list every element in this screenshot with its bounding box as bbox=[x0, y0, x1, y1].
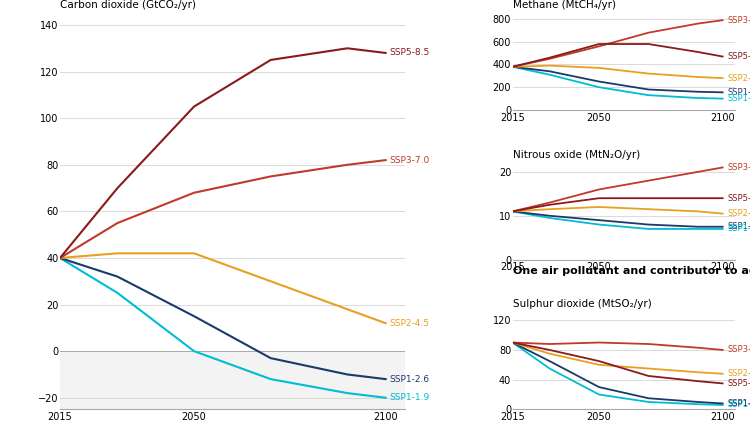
Text: Carbon dioxide (GtCO₂/yr): Carbon dioxide (GtCO₂/yr) bbox=[60, 0, 196, 10]
Text: Nitrous oxide (MtN₂O/yr): Nitrous oxide (MtN₂O/yr) bbox=[512, 150, 640, 159]
Text: SSP5-8.5: SSP5-8.5 bbox=[728, 52, 750, 61]
Text: SSP3-7.0: SSP3-7.0 bbox=[389, 156, 430, 165]
Text: SSP5-8.5: SSP5-8.5 bbox=[728, 379, 750, 388]
Text: SSP1-1.9: SSP1-1.9 bbox=[728, 224, 750, 234]
Text: SSP2-4.5: SSP2-4.5 bbox=[728, 369, 750, 378]
Text: SSP3-7.0: SSP3-7.0 bbox=[728, 345, 750, 355]
Text: SSP2-4.5: SSP2-4.5 bbox=[728, 73, 750, 83]
Text: SSP1-2.6: SSP1-2.6 bbox=[389, 375, 430, 384]
Bar bbox=[60, 351, 405, 409]
Text: Sulphur dioxide (MtSO₂/yr): Sulphur dioxide (MtSO₂/yr) bbox=[512, 299, 651, 309]
Text: Methane (MtCH₄/yr): Methane (MtCH₄/yr) bbox=[512, 0, 616, 10]
Text: SSP1-2.6: SSP1-2.6 bbox=[728, 399, 750, 408]
Text: SSP2-4.5: SSP2-4.5 bbox=[728, 209, 750, 218]
Text: SSP1-1.9: SSP1-1.9 bbox=[728, 400, 750, 409]
Text: SSP2-4.5: SSP2-4.5 bbox=[389, 319, 430, 328]
Text: SSP3-7.0: SSP3-7.0 bbox=[728, 163, 750, 172]
Text: SSP1-1.9: SSP1-1.9 bbox=[389, 393, 430, 402]
Text: One air pollutant and contributor to aerosols: One air pollutant and contributor to aer… bbox=[512, 266, 750, 276]
Text: SSP1-2.6: SSP1-2.6 bbox=[728, 88, 750, 97]
Text: SSP1-2.6: SSP1-2.6 bbox=[728, 222, 750, 231]
Text: SSP1-1.9: SSP1-1.9 bbox=[728, 94, 750, 103]
Text: SSP3-7.0: SSP3-7.0 bbox=[728, 16, 750, 24]
Text: SSP5-8.5: SSP5-8.5 bbox=[389, 49, 430, 57]
Text: SSP5-8.5: SSP5-8.5 bbox=[728, 194, 750, 203]
